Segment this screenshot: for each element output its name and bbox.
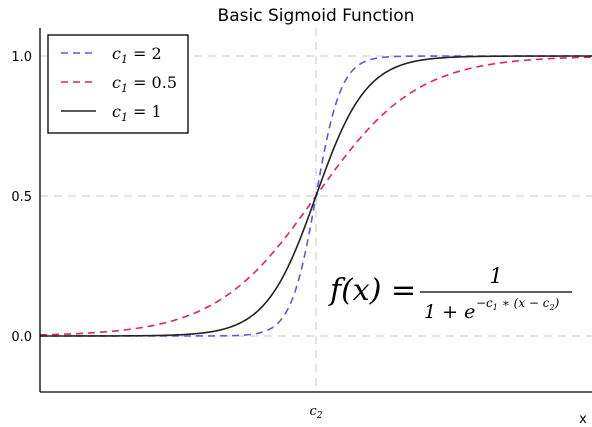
chart-title: Basic Sigmoid Function [218,6,415,26]
series-lines [39,55,592,337]
formula-exponent: −c1 ∗ (x − c2) [476,296,560,312]
formula-numerator: 1 [489,264,502,288]
formula-lhs: f(x) = [328,273,416,308]
legend-label-3: c1 = 1 [112,102,162,124]
legend-label-2: c1 = 0.5 [112,73,177,95]
y-tick-label: 0.0 [11,330,32,345]
series-line-3 [39,55,592,337]
legend: c1 = 2 c1 = 0.5 c1 = 1 [47,34,189,134]
sigmoid-formula: f(x) = 1 1 + e −c1 ∗ (x − c2) [328,264,572,323]
legend-box [47,34,189,134]
axes [39,28,592,393]
y-tick-label: 1.0 [11,50,32,65]
legend-label-1: c1 = 2 [112,44,162,66]
formula-denominator: 1 + e [424,301,475,323]
x-tick-label: c2 [309,404,322,421]
x-axis-label: x [579,412,587,427]
y-tick-label: 0.5 [11,190,32,205]
